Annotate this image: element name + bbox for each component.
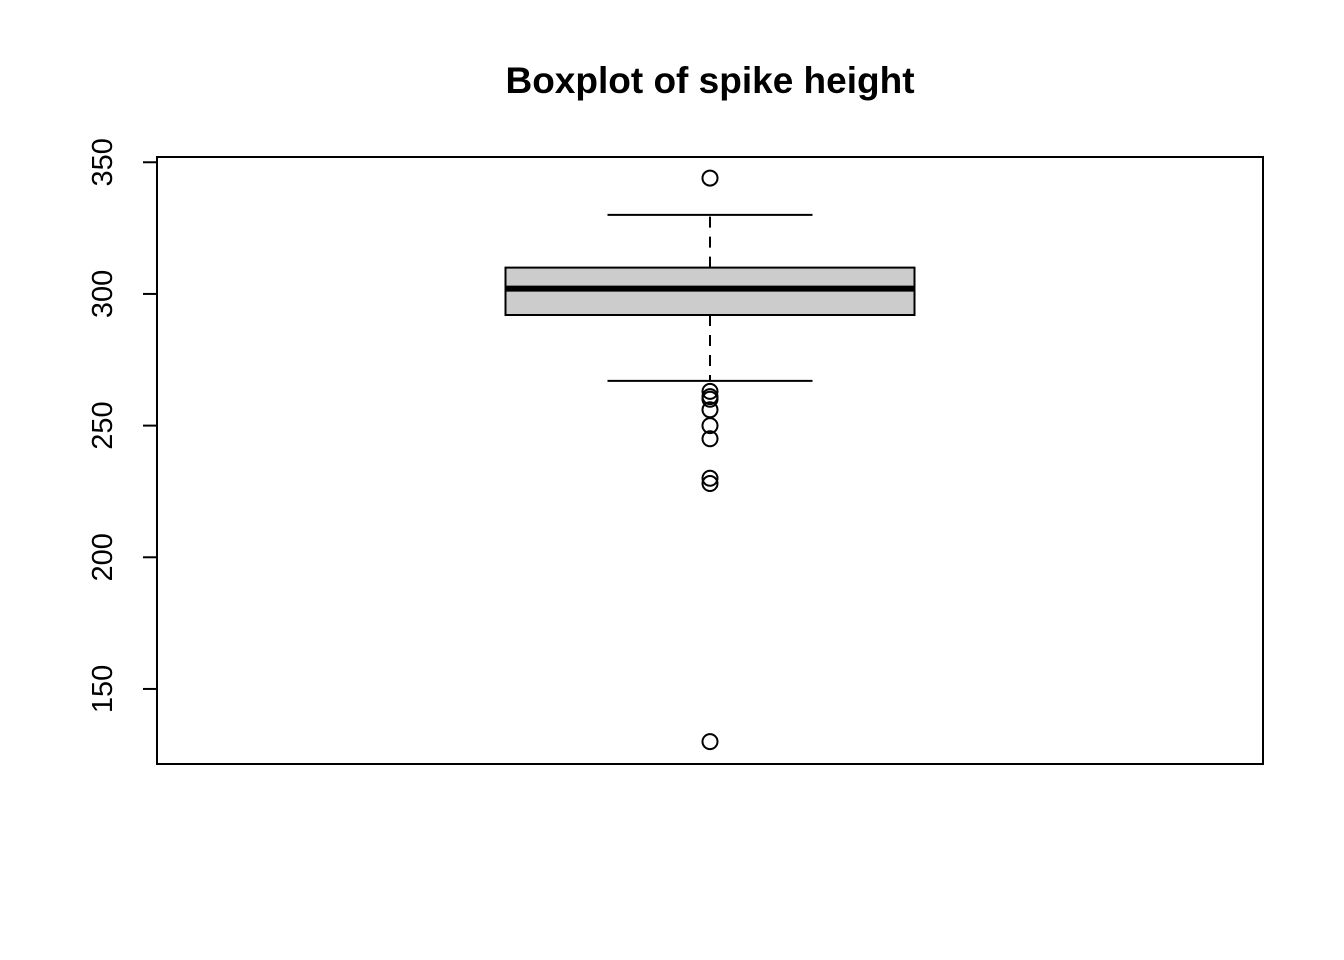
chart-title: Boxplot of spike height xyxy=(505,60,914,101)
y-tick-label: 350 xyxy=(87,138,119,186)
outlier-point xyxy=(701,169,719,187)
outlier-point xyxy=(701,475,719,493)
y-tick-label: 250 xyxy=(87,401,119,449)
outlier-group xyxy=(701,169,719,751)
outlier-point xyxy=(701,733,719,751)
outlier-point xyxy=(701,382,719,400)
outlier-point xyxy=(701,430,719,448)
y-tick-label: 200 xyxy=(87,533,119,581)
outlier-point xyxy=(701,469,719,487)
outlier-point xyxy=(701,417,719,435)
box-group xyxy=(504,213,916,382)
y-tick-label: 150 xyxy=(87,665,119,713)
plot-frame xyxy=(156,156,1264,765)
outlier-point xyxy=(701,390,719,408)
y-tick-label: 300 xyxy=(87,270,119,318)
y-axis: 150 200 250 300 350 xyxy=(87,138,158,713)
